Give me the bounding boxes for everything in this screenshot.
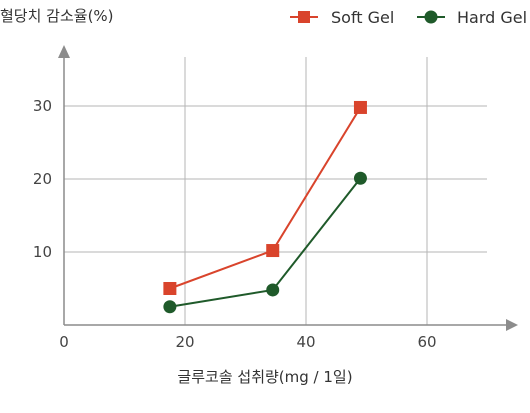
data-point-hard-gel bbox=[163, 300, 177, 314]
y-tick-labels: 10 20 30 bbox=[33, 97, 52, 261]
data-point-soft-gel bbox=[353, 100, 367, 114]
legend-item-hard-gel: Hard Gel bbox=[417, 8, 527, 27]
series-layer bbox=[163, 100, 367, 314]
x-tick-labels: 0 20 40 60 bbox=[59, 333, 436, 351]
axes bbox=[58, 45, 518, 331]
legend-item-soft-gel: Soft Gel bbox=[290, 8, 394, 27]
data-point-soft-gel bbox=[163, 282, 177, 295]
legend-soft-gel-label: Soft Gel bbox=[331, 8, 394, 27]
grid bbox=[64, 57, 487, 325]
series-hard-gel bbox=[163, 171, 367, 314]
x-tick-label: 20 bbox=[175, 333, 194, 351]
legend-hard-gel-label: Hard Gel bbox=[457, 8, 527, 27]
y-tick-label: 30 bbox=[33, 97, 52, 115]
data-point-soft-gel bbox=[266, 244, 280, 258]
series-line-hard-gel bbox=[169, 177, 362, 308]
legend-soft-gel-square-marker bbox=[298, 11, 310, 23]
y-tick-label: 10 bbox=[33, 243, 52, 261]
x-tick-label: 0 bbox=[59, 333, 69, 351]
x-axis-title: 글루코솔 섭취량(mg / 1일) bbox=[177, 368, 352, 386]
legend: Soft Gel Hard Gel bbox=[290, 8, 527, 27]
y-axis-title: 혈당치 감소율(%) bbox=[0, 7, 114, 25]
x-tick-label: 60 bbox=[417, 333, 436, 351]
series-soft-gel bbox=[163, 100, 367, 295]
data-point-hard-gel bbox=[353, 171, 367, 185]
y-axis-arrow bbox=[58, 45, 70, 58]
x-axis-arrow bbox=[506, 319, 518, 331]
legend-hard-gel-circle-marker bbox=[424, 10, 438, 24]
x-tick-label: 40 bbox=[296, 333, 315, 351]
series-line-soft-gel bbox=[169, 106, 362, 290]
y-tick-label: 20 bbox=[33, 170, 52, 188]
data-point-hard-gel bbox=[266, 283, 280, 297]
